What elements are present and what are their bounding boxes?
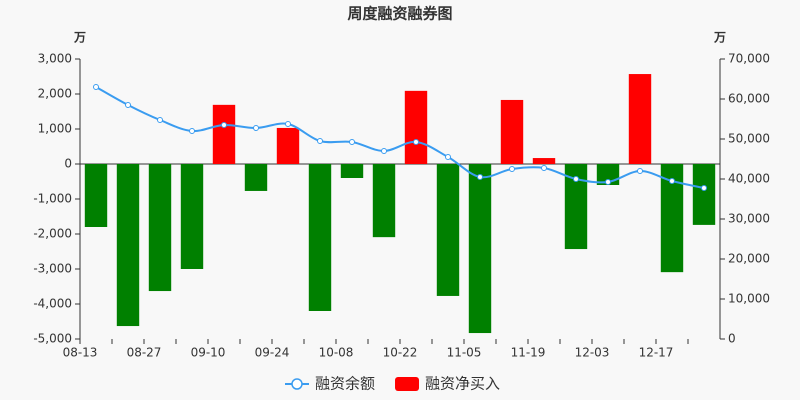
bar bbox=[148, 164, 172, 292]
line-point bbox=[381, 148, 387, 154]
x-tick-label: 09-10 bbox=[191, 346, 226, 360]
y2-tick-label: 60,000 bbox=[728, 92, 770, 106]
line-point bbox=[317, 138, 323, 144]
line-point bbox=[669, 178, 675, 184]
line-point bbox=[253, 125, 259, 131]
y2-tick-label: 50,000 bbox=[728, 132, 770, 146]
y-tick-label: 2,000 bbox=[38, 87, 72, 101]
legend-label: 融资余额 bbox=[315, 375, 375, 393]
bar bbox=[404, 90, 428, 164]
y2-tick-label: 70,000 bbox=[728, 52, 770, 66]
bar bbox=[308, 164, 332, 311]
bar bbox=[532, 158, 556, 164]
y-tick-label: -5,000 bbox=[33, 332, 72, 346]
line-point bbox=[125, 102, 131, 108]
line-point bbox=[637, 168, 643, 174]
y-tick-label: -4,000 bbox=[33, 297, 72, 311]
bar bbox=[564, 164, 588, 250]
legend-swatch bbox=[395, 377, 420, 391]
line-point bbox=[477, 174, 483, 180]
bar bbox=[436, 164, 460, 296]
x-tick-label: 08-13 bbox=[63, 346, 98, 360]
line-point bbox=[349, 139, 355, 145]
bar bbox=[244, 164, 268, 191]
line-point bbox=[605, 179, 611, 185]
bar bbox=[340, 164, 364, 178]
bar bbox=[660, 164, 684, 273]
line-point bbox=[445, 154, 451, 160]
bar bbox=[692, 164, 716, 225]
legend-marker bbox=[291, 378, 303, 390]
line-point bbox=[509, 166, 515, 172]
bar bbox=[212, 104, 236, 164]
bar bbox=[372, 164, 396, 238]
y-tick-label: -3,000 bbox=[33, 262, 72, 276]
line-point bbox=[93, 84, 99, 90]
bar bbox=[84, 164, 108, 227]
line-point bbox=[189, 128, 195, 134]
bar bbox=[116, 164, 140, 327]
x-tick-label: 11-05 bbox=[447, 346, 482, 360]
x-tick-label: 11-19 bbox=[511, 346, 546, 360]
line-point bbox=[221, 122, 227, 128]
y2-tick-label: 10,000 bbox=[728, 292, 770, 306]
x-tick-label: 09-24 bbox=[255, 346, 290, 360]
line-point bbox=[413, 139, 419, 145]
y-tick-label: -2,000 bbox=[33, 227, 72, 241]
x-tick-label: 10-22 bbox=[383, 346, 418, 360]
y-tick-label: -1,000 bbox=[33, 192, 72, 206]
y2-tick-label: 40,000 bbox=[728, 172, 770, 186]
line-point bbox=[573, 176, 579, 182]
bar bbox=[180, 164, 204, 269]
y-tick-label: 3,000 bbox=[38, 52, 72, 66]
x-tick-label: 12-17 bbox=[639, 346, 674, 360]
y-unit: 万 bbox=[73, 31, 86, 45]
line-point bbox=[541, 165, 547, 171]
bar bbox=[628, 74, 652, 164]
bar bbox=[276, 127, 300, 164]
y-tick-label: 1,000 bbox=[38, 122, 72, 136]
line-point bbox=[157, 117, 163, 123]
bar bbox=[500, 99, 524, 164]
chart-title: 周度融资融券图 bbox=[347, 5, 452, 23]
x-tick-label: 12-03 bbox=[575, 346, 610, 360]
y2-tick-label: 30,000 bbox=[728, 212, 770, 226]
y2-tick-label: 20,000 bbox=[728, 252, 770, 266]
bar bbox=[468, 164, 492, 334]
x-tick-label: 10-08 bbox=[319, 346, 354, 360]
x-tick-label: 08-27 bbox=[127, 346, 162, 360]
y2-tick-label: 0 bbox=[728, 332, 736, 346]
y2-unit: 万 bbox=[713, 31, 726, 45]
legend-label: 融资净买入 bbox=[425, 375, 500, 393]
y-tick-label: 0 bbox=[64, 157, 72, 171]
line-point bbox=[285, 121, 291, 127]
line-point bbox=[701, 185, 707, 191]
